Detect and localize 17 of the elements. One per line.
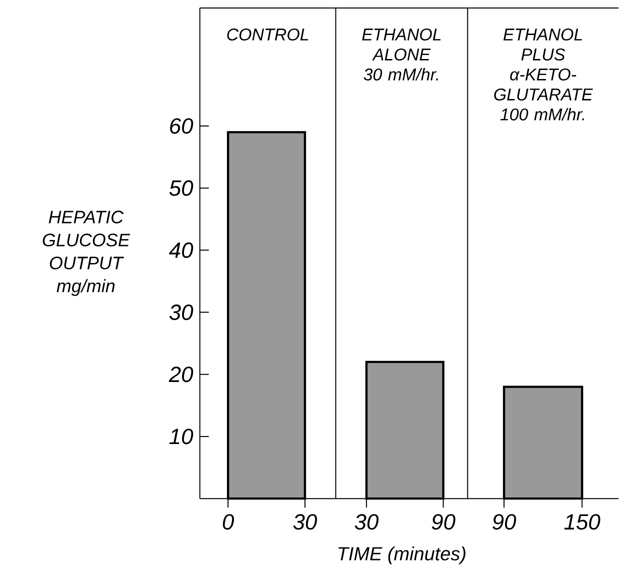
text: CONTROL: [227, 28, 308, 41]
y-tick-label: 10: [169, 428, 194, 444]
y-tick-label: 40: [169, 242, 194, 258]
x-tick-label: 90: [432, 514, 456, 530]
y-tick-label: 30: [169, 304, 194, 320]
x-tick-label: 90: [492, 514, 516, 530]
x-axis-title: TIME (minutes): [338, 546, 466, 564]
y-tick-label: 20: [168, 366, 194, 382]
text: ETHANOL ALONE 30 mM/hr.: [362, 28, 441, 81]
y-axis-title: HEPATIC GLUCOSE OUTPUT mg/min: [42, 210, 130, 296]
x-tick-label: 0: [222, 514, 234, 530]
y-tick-label: 50: [169, 180, 194, 196]
x-tick-label: 30: [293, 514, 318, 530]
text: ETHANOL PLUS α-KETO-GLUTARATE 100 mM/hr.: [494, 28, 593, 121]
x-tick-label: 30: [354, 514, 379, 530]
y-tick-label: 60: [170, 118, 194, 134]
x-tick-label: 150: [564, 514, 600, 530]
